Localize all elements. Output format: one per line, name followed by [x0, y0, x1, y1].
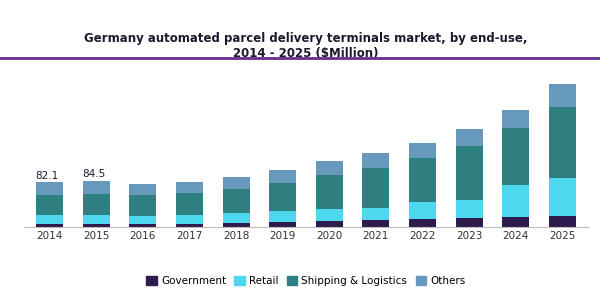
Bar — [502, 110, 529, 128]
Bar — [362, 208, 389, 220]
Bar — [36, 214, 63, 224]
Title: Germany automated parcel delivery terminals market, by end-use,
2014 - 2025 ($Mi: Germany automated parcel delivery termin… — [84, 32, 528, 60]
Bar — [316, 175, 343, 209]
Bar — [502, 217, 529, 227]
Bar — [455, 129, 482, 146]
Bar — [269, 170, 296, 183]
Bar — [502, 128, 529, 185]
Bar — [223, 177, 250, 189]
Bar — [223, 189, 250, 213]
Bar — [130, 195, 157, 216]
Bar — [362, 153, 389, 168]
Bar — [176, 215, 203, 224]
Bar — [455, 218, 482, 227]
Bar — [409, 158, 436, 202]
Bar — [269, 211, 296, 222]
Bar — [176, 224, 203, 227]
Bar — [83, 194, 110, 214]
Bar — [455, 146, 482, 200]
Bar — [83, 224, 110, 227]
Bar — [549, 216, 576, 227]
Bar — [316, 161, 343, 175]
Legend: Government, Retail, Shipping & Logistics, Others: Government, Retail, Shipping & Logistics… — [142, 272, 470, 290]
Bar — [130, 216, 157, 224]
Bar — [409, 202, 436, 219]
Bar — [36, 224, 63, 227]
Bar — [362, 168, 389, 208]
Bar — [130, 224, 157, 227]
Bar — [362, 220, 389, 227]
Bar — [316, 209, 343, 221]
Bar — [223, 223, 250, 227]
Bar — [223, 213, 250, 223]
Bar — [176, 182, 203, 193]
Bar — [269, 183, 296, 211]
Text: 84.5: 84.5 — [82, 169, 106, 179]
Bar — [83, 181, 110, 194]
Bar — [409, 143, 436, 158]
Bar — [409, 219, 436, 227]
Bar — [36, 195, 63, 214]
Text: 82.1: 82.1 — [35, 171, 59, 181]
Bar — [549, 107, 576, 178]
Bar — [502, 185, 529, 217]
Bar — [549, 84, 576, 107]
Bar — [549, 178, 576, 216]
Bar — [36, 182, 63, 195]
Bar — [83, 214, 110, 224]
Bar — [455, 200, 482, 218]
Bar — [316, 221, 343, 227]
Bar — [269, 222, 296, 227]
Bar — [176, 193, 203, 215]
Bar — [130, 184, 157, 195]
